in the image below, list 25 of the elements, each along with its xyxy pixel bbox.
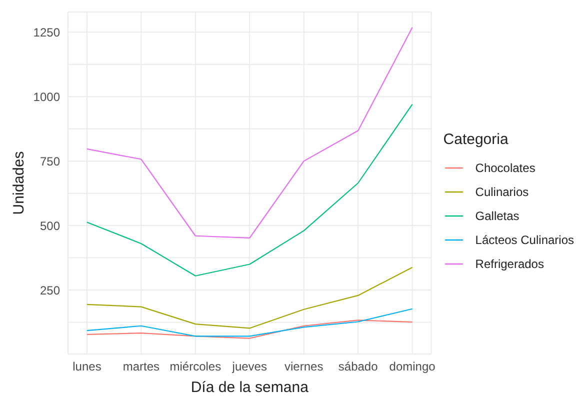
x-tick-label: viernes [284, 360, 324, 374]
x-tick-label: domingo [389, 360, 436, 374]
legend-label: Lácteos Culinarios [474, 232, 574, 248]
legend-title: Categoria [443, 130, 510, 148]
line-series [86, 104, 413, 276]
line-series [86, 26, 413, 238]
legend-label: Culinarios [474, 184, 530, 200]
legend-label: Chocolates [474, 160, 536, 176]
y-tick-label: 500 [40, 218, 60, 233]
legend-label: Refrigerados [474, 256, 545, 272]
line-series [86, 266, 413, 329]
y-tick-label: 1000 [33, 90, 60, 104]
line-series [86, 320, 413, 339]
x-tick-label: martes [122, 360, 160, 374]
y-axis-title: Unidades [10, 151, 28, 215]
x-axis-title: Día de la semana [190, 379, 310, 396]
x-tick-label: lunes [72, 360, 102, 374]
line-series [86, 308, 413, 337]
y-tick-label: 250 [40, 283, 60, 298]
legend-label: Galletas [474, 208, 520, 224]
y-tick-label: 750 [40, 154, 60, 168]
x-tick-label: miércoles [170, 360, 222, 374]
y-tick-label: 1250 [33, 25, 60, 40]
x-tick-label: jueves [231, 360, 267, 374]
x-tick-label: sábado [338, 360, 378, 374]
